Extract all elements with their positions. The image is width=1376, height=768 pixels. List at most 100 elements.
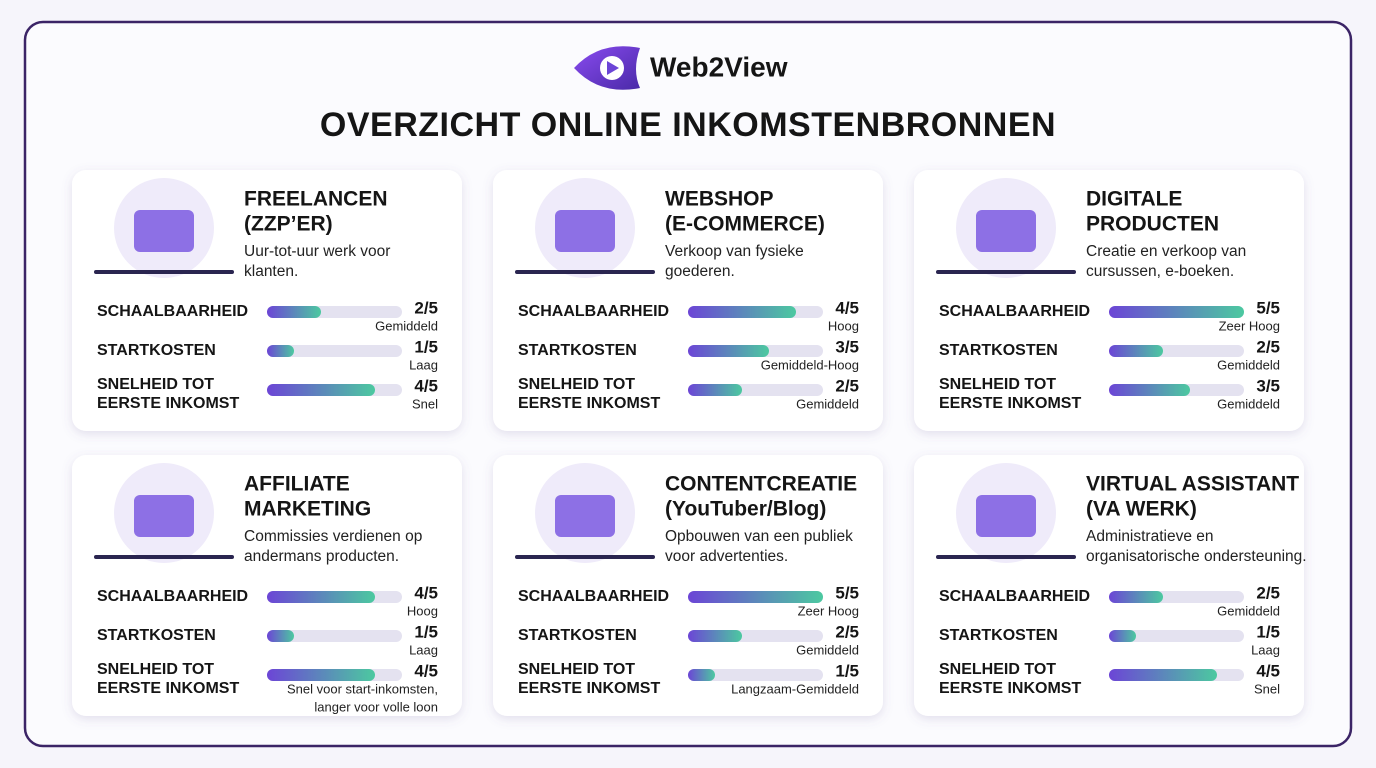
logo-text: Web2View (650, 51, 788, 82)
level: Hoog (828, 318, 859, 333)
level: Laag (1251, 642, 1280, 657)
level: Zeer Hoog (1219, 318, 1280, 333)
score: 2/5 (1256, 583, 1280, 602)
illustration (976, 210, 1036, 252)
level: Snel (412, 396, 438, 411)
bar-track (688, 669, 823, 681)
illustration (134, 495, 194, 537)
metric-label: STARTKOSTEN (97, 342, 216, 359)
score: 5/5 (1256, 298, 1280, 317)
score: 4/5 (414, 661, 438, 680)
card-title: WEBSHOP (665, 188, 774, 211)
level: Gemiddeld (796, 642, 859, 657)
level: Gemiddeld (1217, 603, 1280, 618)
card-title: VIRTUAL ASSISTANT (1086, 473, 1299, 496)
metric-label: SNELHEID TOT (97, 376, 214, 393)
score: 4/5 (414, 583, 438, 602)
card: CONTENTCREATIE(YouTuber/Blog) Opbouwen va… (493, 455, 883, 716)
score: 3/5 (835, 337, 859, 356)
page-title: OVERZICHT ONLINE INKOMSTENBRONNEN (320, 106, 1056, 144)
card-description: Creatie en verkoop van (1086, 243, 1246, 260)
logo-icon (574, 46, 640, 90)
bar-fill (688, 306, 796, 318)
card-title: (ZZP’ER) (244, 213, 333, 236)
level: Zeer Hoog (798, 603, 859, 618)
card-description: Administratieve en (1086, 528, 1214, 545)
metric-label: EERSTE INKOMST (97, 395, 239, 412)
metric-label: SCHAALBAARHEID (939, 588, 1090, 605)
card-description: goederen. (665, 263, 735, 280)
metric-label: EERSTE INKOMST (939, 395, 1081, 412)
card-description: andermans producten. (244, 548, 399, 565)
level: Gemiddeld (1217, 357, 1280, 372)
illustration-base (936, 270, 1076, 274)
level: Gemiddeld (375, 318, 438, 333)
metric-label: STARTKOSTEN (939, 342, 1058, 359)
level: langer voor volle loon (314, 699, 438, 714)
card-description: organisatorische ondersteuning. (1086, 548, 1307, 565)
metric-label: SNELHEID TOT (518, 376, 635, 393)
level: Gemiddeld (796, 396, 859, 411)
score: 1/5 (414, 622, 438, 641)
bar-fill (688, 669, 715, 681)
card-description: Commissies verdienen op (244, 528, 422, 545)
illustration (134, 210, 194, 252)
card-description: Opbouwen van een publiek (665, 528, 853, 545)
score: 2/5 (414, 298, 438, 317)
score: 2/5 (1256, 337, 1280, 356)
bar-fill (1109, 345, 1163, 357)
card-description: cursussen, e-boeken. (1086, 263, 1234, 280)
card-description: klanten. (244, 263, 298, 280)
card-title: AFFILIATE (244, 473, 350, 496)
level: Gemiddeld (1217, 396, 1280, 411)
card-title: (YouTuber/Blog) (665, 498, 826, 521)
card-title: MARKETING (244, 498, 371, 521)
score: 1/5 (1256, 622, 1280, 641)
score: 4/5 (1256, 661, 1280, 680)
card-title: FREELANCEN (244, 188, 388, 211)
bar-fill (1109, 384, 1190, 396)
metric-label: EERSTE INKOMST (939, 680, 1081, 697)
card: WEBSHOP(E-COMMERCE) Verkoop van fysieke go… (493, 170, 883, 431)
metric-label: SNELHEID TOT (97, 661, 214, 678)
metric-label: SCHAALBAARHEID (97, 303, 248, 320)
illustration-base (94, 555, 234, 559)
card-title: DIGITALE (1086, 188, 1182, 211)
score: 1/5 (414, 337, 438, 356)
card-description: voor advertenties. (665, 548, 788, 565)
illustration (555, 210, 615, 252)
level: Gemiddeld-Hoog (761, 357, 859, 372)
bar-fill (267, 306, 321, 318)
illustration (976, 495, 1036, 537)
card-title: (VA WERK) (1086, 498, 1197, 521)
bar-fill (1109, 591, 1163, 603)
bar-fill (688, 591, 823, 603)
metric-label: SNELHEID TOT (939, 661, 1056, 678)
card: FREELANCEN(ZZP’ER) Uur-tot-uur werk voor k… (72, 170, 462, 431)
bar-fill (1109, 669, 1217, 681)
metric-label: STARTKOSTEN (518, 342, 637, 359)
card: VIRTUAL ASSISTANT(VA WERK) Administratiev… (914, 455, 1307, 716)
illustration (555, 495, 615, 537)
metric-label: SCHAALBAARHEID (939, 303, 1090, 320)
card-description: Uur-tot-uur werk voor (244, 243, 390, 260)
card-title: PRODUCTEN (1086, 213, 1219, 236)
bar-fill (267, 591, 375, 603)
bar-fill (1109, 306, 1244, 318)
score: 4/5 (414, 376, 438, 395)
illustration-base (515, 270, 655, 274)
card-title: (E-COMMERCE) (665, 213, 825, 236)
bar-fill (688, 630, 742, 642)
bar-track (267, 345, 402, 357)
score: 3/5 (1256, 376, 1280, 395)
bar-fill (1109, 630, 1136, 642)
illustration-base (515, 555, 655, 559)
metric-label: EERSTE INKOMST (97, 680, 239, 697)
illustration-base (936, 555, 1076, 559)
metric-label: SNELHEID TOT (939, 376, 1056, 393)
bar-fill (688, 345, 769, 357)
